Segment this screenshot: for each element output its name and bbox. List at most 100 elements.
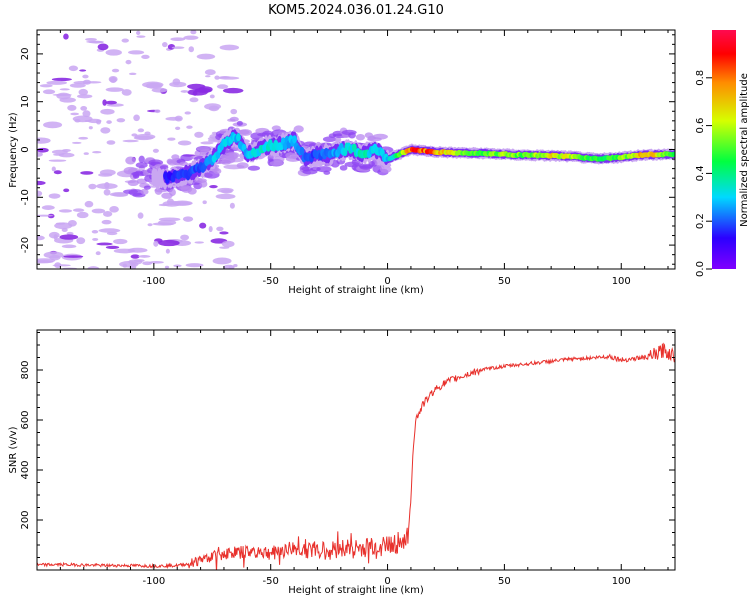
noise-blob: [187, 83, 206, 90]
noise-blob: [87, 118, 102, 124]
cloud-blob: [159, 165, 169, 170]
figure-title: KOM5.2024.036.01.24.G10: [268, 3, 444, 18]
cloud-blob: [125, 156, 136, 165]
noise-blob: [100, 127, 111, 134]
colorbar-tick-label: 0.6: [695, 118, 706, 134]
noise-blob: [186, 125, 193, 129]
noise-blob: [173, 264, 182, 268]
noise-blob: [112, 192, 129, 197]
noise-blob: [72, 208, 85, 212]
noise-blob: [202, 200, 207, 205]
noise-blob: [164, 265, 170, 269]
noise-blob: [177, 140, 192, 146]
noise-blob: [82, 74, 89, 79]
colorbar-tick-label: 0.2: [695, 213, 706, 229]
ridge-mark: [236, 133, 241, 142]
spectrogram-y-ticks: -20 -10 0 10 20: [20, 34, 675, 265]
noise-blob: [136, 35, 146, 38]
noise-blob: [113, 248, 136, 254]
snr-frame: [36, 329, 676, 571]
noise-blob: [68, 65, 79, 72]
ridge-mark: [299, 146, 305, 156]
noise-blob: [86, 40, 104, 44]
noise-blob: [51, 166, 56, 172]
noise-blob: [58, 209, 73, 213]
snr-y-tick-label: 600: [20, 410, 31, 429]
colorbar-tick-label: 0.8: [695, 70, 706, 86]
noise-blob: [219, 44, 240, 51]
noise-blob: [134, 133, 156, 140]
spectrogram-y-tick-label: 20: [20, 48, 31, 61]
noise-blob: [37, 258, 56, 263]
noise-blob: [91, 229, 99, 234]
noise-blob: [184, 111, 191, 115]
noise-blob: [83, 152, 89, 155]
noise-blob: [63, 255, 84, 258]
noise-blob: [102, 99, 107, 106]
cloud-blob: [379, 165, 392, 173]
noise-blob: [76, 211, 89, 219]
cloud-blob: [213, 168, 222, 175]
cloud-blob: [273, 155, 285, 163]
noise-blob: [79, 69, 87, 72]
noise-blob: [74, 118, 81, 123]
spectrogram-x-tick-label: 100: [612, 276, 631, 287]
cloud-blob: [143, 185, 151, 190]
noise-blob: [200, 141, 214, 145]
noise-blob: [95, 251, 101, 256]
noise-blob: [51, 77, 72, 82]
noise-blob: [76, 237, 86, 245]
noise-blob: [212, 257, 232, 265]
spectrogram-x-ticks: -100 -50 0 50 100: [36, 30, 669, 287]
cloud-blob: [187, 187, 197, 195]
colorbar-tick-label: 0.4: [695, 165, 706, 181]
noise-blob: [204, 103, 222, 110]
ridge-mark: [292, 135, 297, 144]
snr-x-tick-label: 50: [498, 576, 511, 587]
noise-blob: [98, 228, 121, 233]
noise-blob: [229, 202, 235, 209]
noise-blob: [217, 187, 234, 193]
noise-blob: [130, 254, 140, 259]
spectrogram-y-label: Frequency (Hz): [8, 112, 19, 188]
noise-blob: [188, 46, 195, 53]
cloud-blob: [169, 188, 176, 197]
snr-y-label: SNR (v/v): [8, 426, 19, 473]
noise-blob: [41, 205, 55, 210]
noise-blob: [141, 54, 150, 60]
noise-blob: [208, 225, 213, 233]
noise-blob: [113, 238, 128, 245]
noise-blob: [37, 190, 43, 197]
cloud-blob: [372, 133, 388, 140]
noise-blob: [215, 193, 236, 200]
noise-blob: [214, 75, 220, 80]
noise-blob: [192, 90, 198, 96]
cloud-blob: [180, 154, 193, 162]
noise-blob: [80, 105, 88, 111]
spectrogram-x-tick-label: 0: [384, 276, 390, 287]
noise-blob: [67, 104, 77, 111]
noise-blob: [46, 80, 68, 85]
noise-blob: [138, 255, 151, 258]
noise-blob: [42, 89, 56, 95]
colorbar-tick-label: 0.0: [695, 261, 706, 277]
noise-blob: [53, 170, 62, 175]
noise-blob: [162, 200, 182, 207]
noise-blob: [88, 126, 93, 130]
snr-y-ticks: 200 400 600 800: [20, 332, 675, 558]
noise-blob: [167, 137, 176, 141]
spectrogram-y-tick-label: -20: [20, 237, 31, 253]
noise-blob: [54, 222, 73, 230]
noise-blob: [106, 120, 112, 124]
noise-blob: [37, 235, 45, 241]
cloud-blob: [140, 188, 149, 195]
cloud-blob: [236, 162, 249, 169]
noise-blob: [48, 193, 61, 199]
noise-blob: [111, 68, 120, 73]
colorbar-gradient: [712, 30, 736, 269]
noise-blob: [61, 244, 77, 249]
noise-blob: [153, 240, 159, 247]
noise-blob: [105, 49, 122, 56]
snr-x-tick-label: -100: [142, 576, 165, 587]
